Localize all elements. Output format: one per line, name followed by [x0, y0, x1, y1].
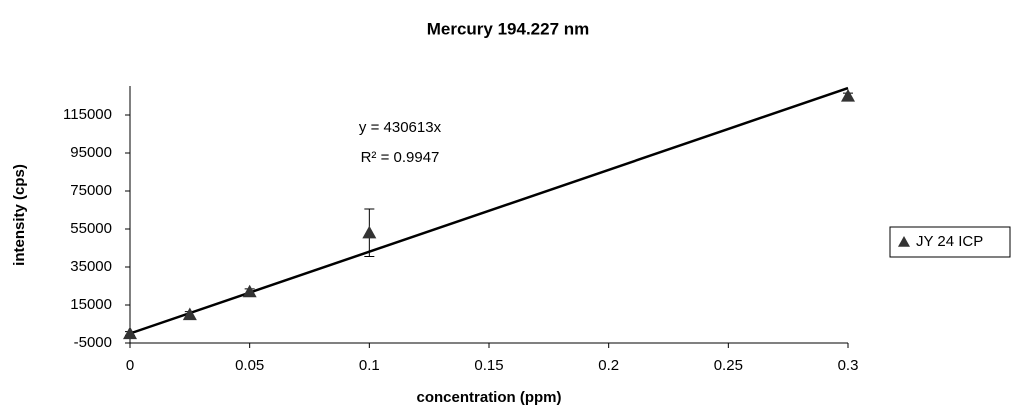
- chart-title: Mercury 194.227 nm: [427, 19, 590, 38]
- legend-label: JY 24 ICP: [916, 233, 983, 250]
- x-tick-label: 0.2: [598, 357, 619, 374]
- x-tick-label: 0.05: [235, 357, 264, 374]
- x-tick-label: 0.3: [838, 357, 859, 374]
- trend-r-squared: R² = 0.9947: [361, 149, 440, 166]
- y-tick-label: 55000: [70, 220, 112, 237]
- trend-line: [129, 86, 849, 335]
- x-tick-label: 0.15: [474, 357, 503, 374]
- x-tick-label: 0.25: [714, 357, 743, 374]
- data-point: [242, 284, 257, 298]
- y-tick-label: 115000: [63, 106, 112, 123]
- x-tick-label: 0.1: [359, 357, 380, 374]
- data-point: [182, 307, 197, 321]
- x-axis-label: concentration (ppm): [417, 389, 562, 406]
- y-tick-label: 15000: [70, 296, 112, 313]
- data-point: [362, 225, 377, 239]
- y-axis-label: intensity (cps): [11, 164, 28, 266]
- trend-equation: y = 430613x: [359, 119, 442, 136]
- legend-box: [889, 226, 1011, 258]
- y-tick-label: 75000: [70, 182, 112, 199]
- y-tick-label: -5000: [74, 334, 112, 351]
- data-point: [123, 326, 137, 340]
- legend-marker: [898, 236, 910, 247]
- y-tick-label: 95000: [70, 144, 112, 161]
- y-tick-label: 35000: [70, 258, 112, 275]
- data-point: [841, 89, 855, 102]
- x-tick-label: 0: [126, 357, 134, 374]
